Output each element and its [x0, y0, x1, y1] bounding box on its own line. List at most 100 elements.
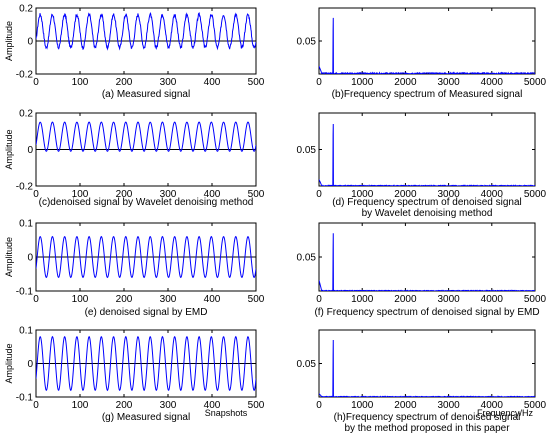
- x-tick-label: 4000: [481, 189, 504, 200]
- y-tick-label: 0: [27, 145, 33, 156]
- x-tick-label: 0: [33, 400, 39, 411]
- y-tick-label: -0.1: [16, 287, 34, 298]
- x-tick-label: 300: [160, 189, 177, 200]
- y-tick-label: 0.1: [19, 326, 33, 337]
- signal-line: [36, 235, 256, 279]
- x-tick-label: 1000: [351, 189, 374, 200]
- y-axis-label: Amplitude: [4, 343, 14, 383]
- spectrum-line: [319, 233, 535, 291]
- spectrum-line: [319, 17, 535, 74]
- y-tick-label: 0.05: [297, 37, 317, 48]
- x-tick-label: 0: [33, 77, 39, 88]
- panel-caption: by Wavelet denoising method: [362, 208, 493, 219]
- x-tick-label: 0: [316, 400, 322, 411]
- x-tick-label: 3000: [437, 189, 460, 200]
- x-tick-label: 500: [248, 400, 265, 411]
- x-tick-label: 100: [72, 294, 89, 305]
- x-tick-label: 200: [116, 189, 133, 200]
- chart-panel-8: 0 1000 2000 3000 4000 5000 0.05 Frequency/Hz(h)…: [297, 329, 547, 434]
- x-tick-label: 100: [72, 77, 89, 88]
- x-tick-label: 500: [248, 189, 265, 200]
- panel-caption: (e) denoised signal by EMD: [85, 307, 208, 318]
- x-tick-label: 200: [116, 77, 133, 88]
- x-tick-label: 2000: [394, 189, 417, 200]
- chart-panel-4: 0 1000 2000 3000 4000 5000 0.05 (d) Frequency s…: [297, 112, 547, 219]
- x-tick-label: 300: [160, 294, 177, 305]
- x-tick-label: 4000: [481, 400, 504, 411]
- y-axis-label: Amplitude: [4, 21, 14, 61]
- panel-caption: (c)denoised signal by Wavelet denoising …: [39, 197, 254, 208]
- x-tick-label: 4000: [481, 294, 504, 305]
- y-tick-label: -0.2: [16, 182, 34, 193]
- panel-caption: (a) Measured signal: [102, 89, 190, 100]
- plot-frame: [318, 329, 536, 398]
- chart-panel-3: 0 100 200 300 400 5000.20-0.2Amplitude(c)deno…: [4, 109, 265, 209]
- x-tick-label: 5000: [524, 189, 547, 200]
- x-tick-label: 0: [316, 294, 322, 305]
- x-tick-label: 4000: [481, 77, 504, 88]
- x-tick-label: 0: [33, 189, 39, 200]
- panel-caption: by the method proposed in this paper: [344, 423, 510, 434]
- x-tick-label: 500: [248, 77, 265, 88]
- y-tick-label: -0.2: [16, 70, 34, 81]
- plot-frame: [318, 112, 536, 187]
- x-tick-label: 100: [72, 189, 89, 200]
- y-tick-label: 0: [27, 359, 33, 370]
- panel-caption: (b)Frequency spectrum of Measured signal: [332, 89, 523, 100]
- x-tick-label: 300: [160, 400, 177, 411]
- spectrum-line: [319, 340, 535, 397]
- panel-caption: (d) Frequency spectrum of denoised signa…: [332, 197, 522, 208]
- x-tick-label: 5000: [524, 400, 547, 411]
- panel-caption: (g) Measured signal: [102, 412, 190, 423]
- x-tick-label: 0: [33, 294, 39, 305]
- x-tick-label: 2000: [394, 400, 417, 411]
- y-axis-label: Amplitude: [4, 237, 14, 277]
- chart-panel-7: 0 100 200 300 400 5000.10-0.1AmplitudeSnapsho…: [4, 326, 265, 424]
- x-tick-label: 5000: [524, 77, 547, 88]
- y-tick-label: 0.05: [297, 253, 317, 264]
- plot-frame: [318, 222, 536, 292]
- x-axis-label: Snapshots: [205, 408, 248, 418]
- x-tick-label: 1000: [351, 400, 374, 411]
- signal-line: [36, 335, 256, 392]
- chart-panel-2: 0 1000 2000 3000 4000 5000 0.05 (b)Frequency sp…: [297, 7, 547, 100]
- x-tick-label: 2000: [394, 77, 417, 88]
- x-tick-label: 3000: [437, 400, 460, 411]
- plot-frame: [318, 7, 536, 75]
- y-tick-label: 0.2: [19, 4, 33, 15]
- x-tick-label: 400: [204, 77, 221, 88]
- panel-caption: (h)Frequency spectrum of denoised signal: [334, 412, 521, 423]
- y-axis-label: Amplitude: [4, 129, 14, 169]
- x-tick-label: 5000: [524, 294, 547, 305]
- x-tick-label: 400: [204, 189, 221, 200]
- x-tick-label: 400: [204, 294, 221, 305]
- panel-caption: (f) Frequency spectrum of denoised signa…: [314, 307, 539, 318]
- y-tick-label: 0: [27, 253, 33, 264]
- x-tick-label: 300: [160, 77, 177, 88]
- x-tick-label: 200: [116, 294, 133, 305]
- x-axis-label: Frequency/Hz: [477, 408, 534, 418]
- x-tick-label: 3000: [437, 294, 460, 305]
- y-tick-label: -0.1: [16, 393, 34, 404]
- y-tick-label: 0.2: [19, 109, 33, 120]
- x-tick-label: 1000: [351, 77, 374, 88]
- signal-line: [36, 121, 256, 152]
- y-tick-label: 0.05: [297, 359, 317, 370]
- x-tick-label: 0: [316, 77, 322, 88]
- x-tick-label: 100: [72, 400, 89, 411]
- y-tick-label: 0: [27, 37, 33, 48]
- x-tick-label: 400: [204, 400, 221, 411]
- x-tick-label: 3000: [437, 77, 460, 88]
- x-tick-label: 2000: [394, 294, 417, 305]
- chart-panel-6: 0 1000 2000 3000 4000 5000 0.05 (f) Frequency s…: [297, 222, 547, 318]
- x-tick-label: 0: [316, 189, 322, 200]
- spectrum-line: [319, 123, 535, 186]
- signal-line: [36, 11, 256, 51]
- x-tick-label: 500: [248, 294, 265, 305]
- y-tick-label: 0.1: [19, 219, 33, 230]
- x-tick-label: 200: [116, 400, 133, 411]
- y-tick-label: 0.05: [297, 145, 317, 156]
